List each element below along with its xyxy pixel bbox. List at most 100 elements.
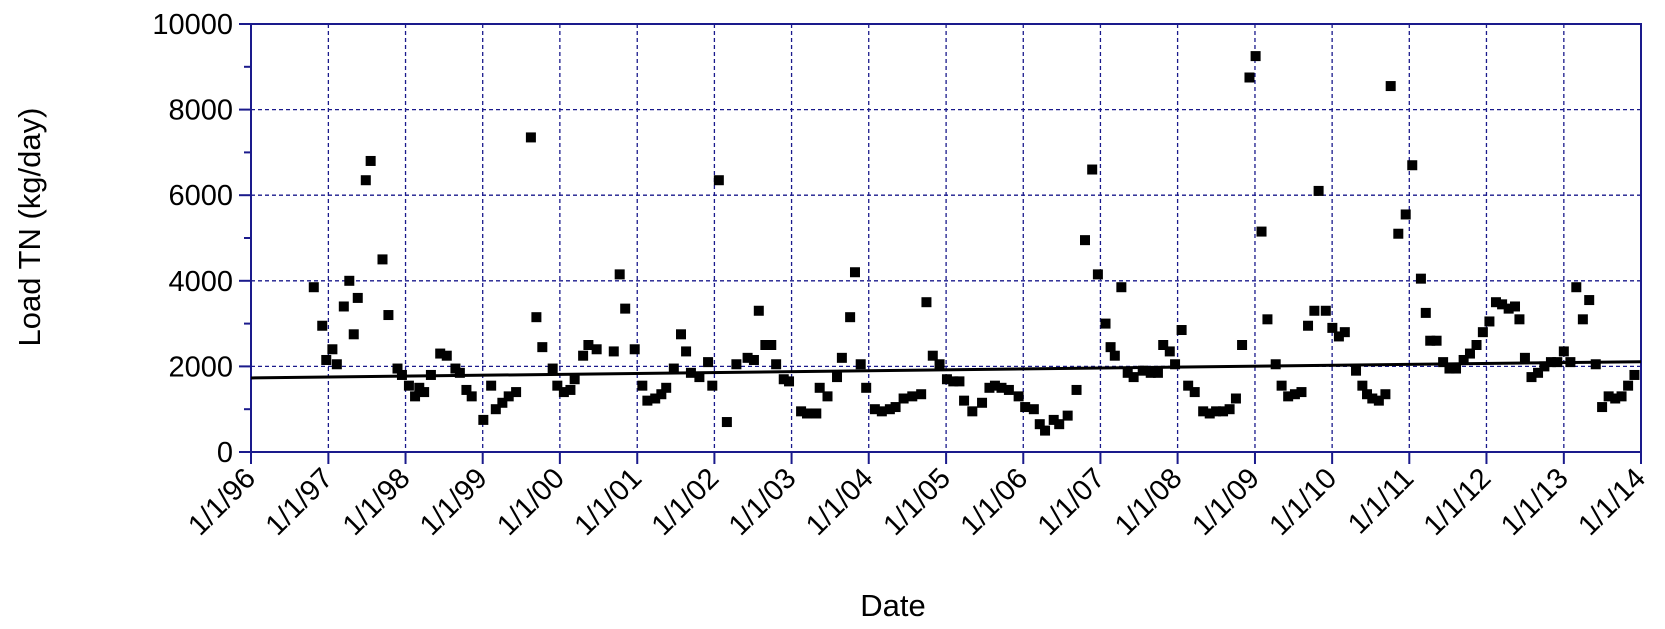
x-tick-label: 1/1/08 bbox=[1109, 462, 1189, 542]
x-tick-label: 1/1/14 bbox=[1572, 462, 1652, 542]
x-tick-label: 1/1/01 bbox=[569, 462, 649, 542]
data-point bbox=[365, 155, 376, 166]
data-point bbox=[392, 363, 403, 374]
data-point bbox=[984, 382, 995, 393]
x-tick-label: 1/1/09 bbox=[1186, 462, 1266, 542]
x-tick-label: 1/1/10 bbox=[1263, 462, 1343, 542]
data-point bbox=[583, 340, 594, 350]
data-point bbox=[869, 404, 880, 415]
data-point bbox=[650, 393, 661, 404]
data-point bbox=[620, 303, 631, 314]
data-point bbox=[490, 404, 501, 415]
data-point bbox=[1176, 325, 1187, 336]
data-point bbox=[934, 359, 945, 370]
y-tick-label: 2000 bbox=[168, 351, 233, 383]
data-point bbox=[1303, 320, 1314, 331]
trend-line bbox=[250, 360, 1642, 380]
data-point bbox=[1616, 391, 1627, 402]
data-point bbox=[1183, 380, 1194, 391]
y-tick-label: 0 bbox=[217, 437, 233, 469]
data-point bbox=[845, 312, 856, 323]
data-point bbox=[1451, 363, 1462, 374]
data-point bbox=[1313, 185, 1324, 196]
data-point bbox=[461, 384, 472, 395]
data-point bbox=[656, 389, 667, 400]
data-point bbox=[1497, 299, 1508, 310]
data-point bbox=[578, 350, 589, 361]
data-point bbox=[1040, 425, 1051, 436]
data-points bbox=[308, 51, 1640, 436]
data-point bbox=[478, 414, 489, 425]
data-point bbox=[1357, 380, 1368, 391]
data-point bbox=[907, 391, 918, 402]
data-point bbox=[1629, 369, 1640, 380]
x-tick-label: 1/1/00 bbox=[491, 462, 571, 542]
data-point bbox=[855, 359, 866, 370]
data-point bbox=[948, 376, 959, 387]
data-point bbox=[1283, 391, 1294, 402]
data-point bbox=[565, 384, 576, 395]
data-point bbox=[1327, 322, 1338, 333]
data-point bbox=[1484, 316, 1495, 327]
data-point bbox=[1020, 402, 1031, 413]
data-point bbox=[1610, 393, 1621, 404]
data-point bbox=[1256, 226, 1267, 237]
data-point bbox=[1471, 340, 1482, 350]
data-point bbox=[1603, 391, 1614, 402]
data-point bbox=[1458, 354, 1469, 365]
data-point bbox=[796, 406, 807, 417]
x-tick-label: 1/1/12 bbox=[1418, 462, 1498, 542]
data-point bbox=[558, 387, 569, 398]
data-point bbox=[1514, 314, 1525, 325]
data-point bbox=[1164, 346, 1175, 357]
data-point bbox=[1270, 359, 1281, 370]
data-point bbox=[1262, 314, 1273, 325]
data-point bbox=[849, 267, 860, 278]
data-point bbox=[1407, 160, 1418, 171]
data-point bbox=[1373, 395, 1384, 406]
data-point bbox=[1577, 314, 1588, 325]
data-point bbox=[1152, 367, 1163, 378]
data-point bbox=[1048, 414, 1059, 425]
data-point bbox=[419, 387, 430, 398]
data-point bbox=[454, 367, 465, 378]
data-point bbox=[1105, 342, 1116, 353]
data-point bbox=[802, 408, 812, 419]
data-point bbox=[1100, 318, 1111, 329]
data-point bbox=[954, 376, 965, 387]
data-point bbox=[836, 352, 847, 363]
data-point bbox=[1080, 235, 1090, 246]
x-tick-label: 1/1/11 bbox=[1342, 462, 1420, 540]
data-point bbox=[1071, 384, 1082, 395]
data-point bbox=[1276, 380, 1287, 391]
data-point bbox=[753, 305, 764, 316]
data-point bbox=[967, 406, 978, 417]
data-point bbox=[1444, 363, 1455, 374]
data-point bbox=[1137, 365, 1148, 376]
data-point bbox=[1431, 335, 1442, 346]
data-point bbox=[348, 329, 359, 340]
data-point bbox=[1590, 359, 1601, 370]
data-point bbox=[927, 350, 938, 361]
data-point bbox=[1128, 372, 1139, 383]
data-point bbox=[1425, 335, 1436, 346]
data-point bbox=[1003, 384, 1014, 395]
data-point bbox=[681, 346, 692, 357]
data-point bbox=[1289, 389, 1300, 400]
data-point bbox=[707, 380, 718, 391]
data-point bbox=[1230, 393, 1241, 404]
y-tick-labels: 0 2000 4000 6000 8000 10000 bbox=[152, 9, 233, 469]
data-point bbox=[1170, 359, 1181, 370]
data-point bbox=[308, 282, 319, 293]
data-point bbox=[784, 376, 795, 387]
data-point bbox=[731, 359, 742, 370]
data-point bbox=[1351, 365, 1362, 376]
data-point bbox=[996, 382, 1007, 393]
data-point bbox=[1092, 269, 1103, 280]
data-point bbox=[832, 372, 843, 383]
data-point bbox=[1420, 307, 1431, 318]
y-tick-label: 6000 bbox=[168, 180, 233, 212]
data-point bbox=[1393, 228, 1404, 239]
data-point bbox=[668, 363, 679, 374]
